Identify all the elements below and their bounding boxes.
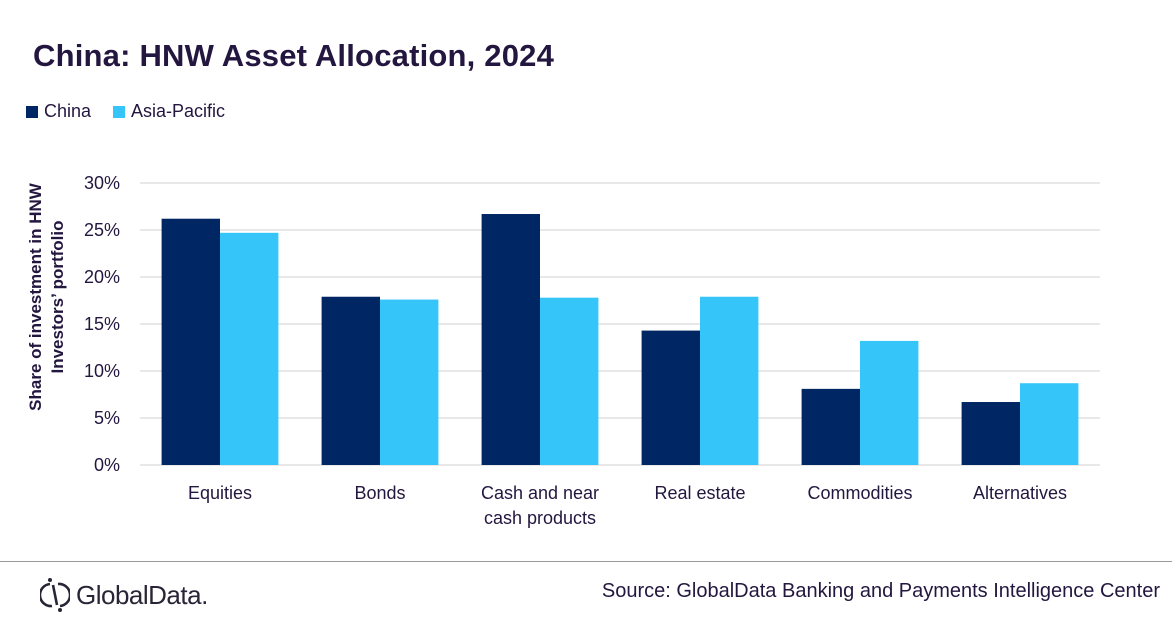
y-tick-label: 5% bbox=[94, 408, 120, 428]
bar-china-alternatives bbox=[961, 402, 1020, 465]
x-tick-label: Bonds bbox=[354, 483, 405, 503]
bar-asia-pacific-alternatives bbox=[1020, 383, 1079, 465]
footer-divider bbox=[0, 561, 1172, 562]
x-tick-label: cash products bbox=[484, 508, 596, 528]
y-tick-label: 0% bbox=[94, 455, 120, 475]
legend-swatch-china bbox=[26, 105, 38, 118]
bar-china-cash-and-near-cash-products bbox=[481, 214, 540, 465]
legend-item-asia-pacific: Asia-Pacific bbox=[113, 101, 225, 122]
bar-china-equities bbox=[161, 218, 220, 465]
legend: China Asia-Pacific bbox=[26, 101, 247, 122]
legend-item-china: China bbox=[26, 101, 91, 122]
y-tick-label: 15% bbox=[84, 314, 120, 334]
bar-asia-pacific-equities bbox=[220, 232, 279, 465]
y-tick-label: 10% bbox=[84, 361, 120, 381]
bar-asia-pacific-commodities bbox=[860, 340, 919, 465]
globaldata-logo-text: GlobalData. bbox=[76, 579, 208, 610]
bar-china-commodities bbox=[801, 388, 860, 465]
legend-label-asia-pacific: Asia-Pacific bbox=[131, 101, 226, 121]
x-tick-label: Cash and near bbox=[481, 483, 599, 503]
y-tick-label: 30% bbox=[84, 173, 120, 193]
y-tick-label: 20% bbox=[84, 267, 120, 287]
source-note: Source: GlobalData Banking and Payments … bbox=[601, 580, 1160, 602]
globaldata-logo-icon bbox=[40, 578, 70, 612]
globaldata-logo: GlobalData. bbox=[40, 577, 208, 613]
bar-china-real-estate bbox=[641, 330, 700, 465]
bar-asia-pacific-real-estate bbox=[700, 296, 759, 465]
bar-asia-pacific-cash-and-near-cash-products bbox=[540, 297, 599, 465]
y-tick-label: 25% bbox=[84, 220, 120, 240]
x-tick-label: Real estate bbox=[654, 483, 745, 503]
x-tick-label: Commodities bbox=[807, 483, 912, 503]
legend-label-china: China bbox=[44, 101, 92, 121]
bar-chart: 0% 5% 10% 15% 20% 25% 30% Equities Bonds Cash and… bbox=[84, 173, 1100, 528]
legend-swatch-asia-pacific bbox=[113, 105, 126, 118]
bar-china-bonds bbox=[321, 296, 380, 465]
chart-title: China: HNW Asset Allocation, 2024 bbox=[33, 38, 555, 73]
x-tick-label: Equities bbox=[188, 483, 252, 503]
x-tick-label: Alternatives bbox=[973, 483, 1067, 503]
bar-asia-pacific-bonds bbox=[380, 299, 439, 465]
